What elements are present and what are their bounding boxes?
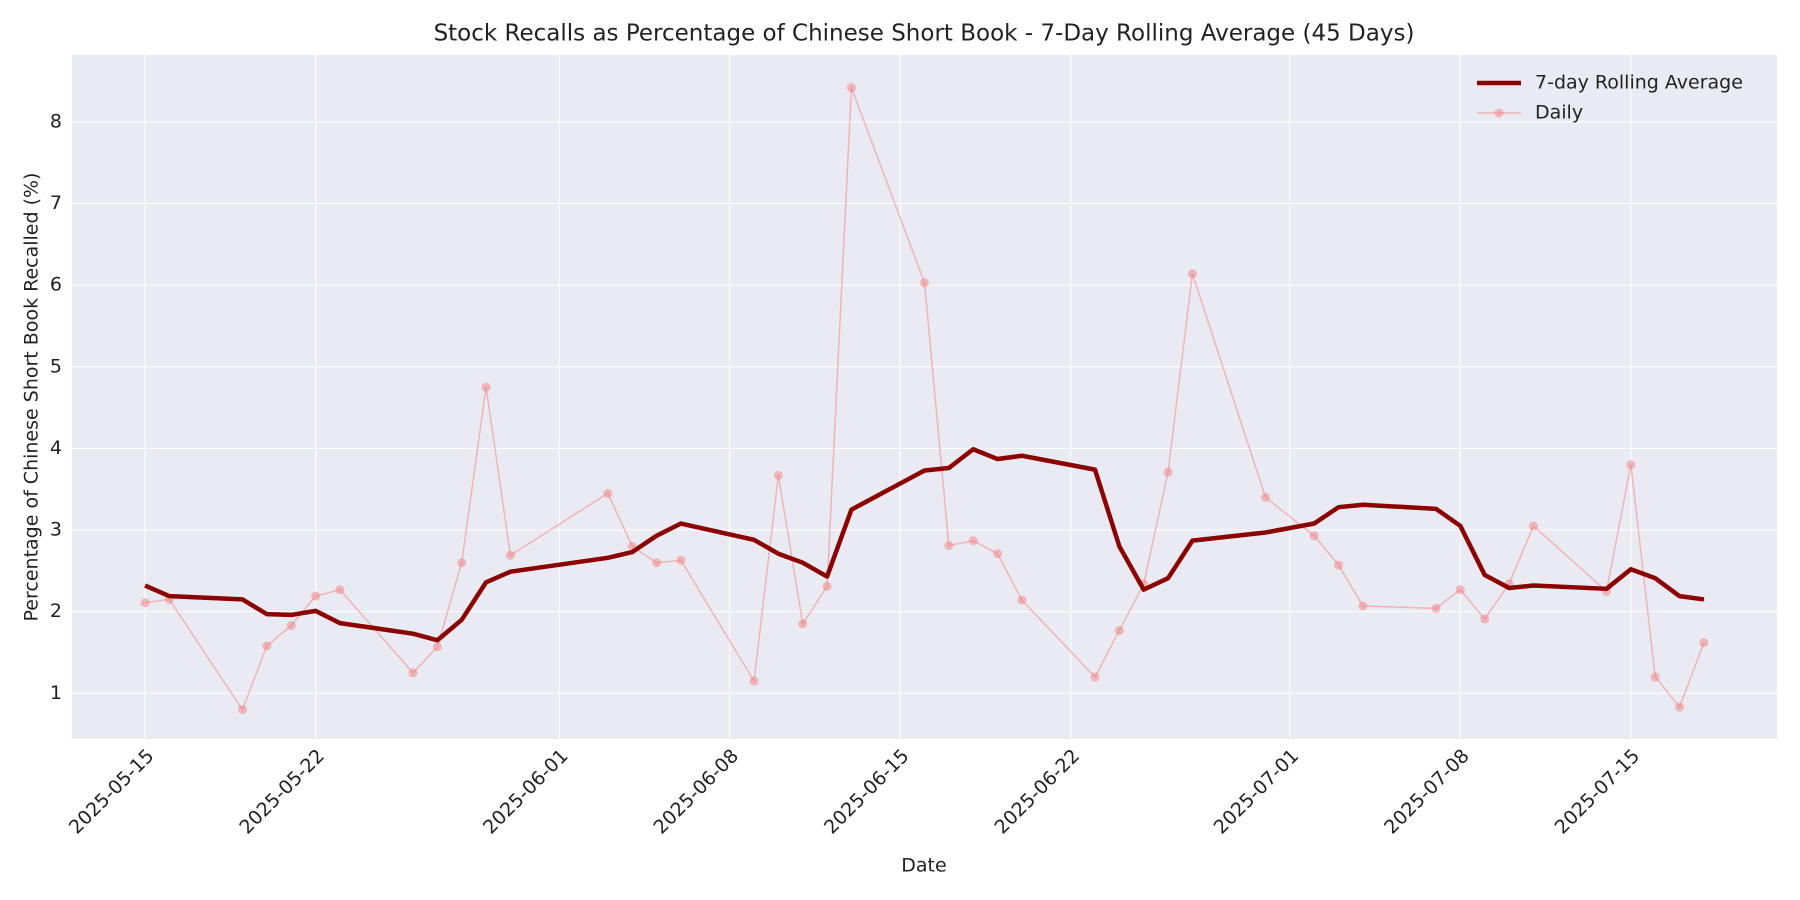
y-tick-label: 7 — [50, 192, 62, 214]
data-point — [993, 549, 1003, 559]
data-point — [286, 621, 296, 631]
data-point — [1431, 603, 1441, 613]
data-point — [1480, 614, 1490, 624]
data-point — [408, 668, 418, 678]
data-point — [1114, 625, 1124, 635]
data-point — [1699, 638, 1709, 648]
data-point — [481, 382, 491, 392]
data-point — [1090, 672, 1100, 682]
data-point — [1017, 595, 1027, 605]
data-point — [1309, 531, 1319, 541]
data-point — [968, 536, 978, 546]
x-axis-label: Date — [901, 855, 946, 877]
data-point — [920, 278, 929, 288]
plot-area — [72, 55, 1777, 739]
y-tick-label: 5 — [50, 355, 62, 377]
y-tick-label: 6 — [50, 274, 62, 296]
legend-label: Daily — [1535, 102, 1583, 124]
data-point — [603, 488, 613, 498]
x-tick-label: 2025-05-22 — [235, 745, 329, 839]
data-point — [749, 676, 759, 686]
data-point — [505, 550, 515, 560]
data-point — [1455, 585, 1465, 595]
y-tick-label: 1 — [50, 682, 62, 704]
data-point — [1528, 521, 1538, 531]
data-point — [773, 470, 783, 480]
data-point — [311, 591, 321, 601]
x-tick-label: 2025-05-15 — [65, 745, 159, 839]
data-point — [798, 619, 808, 629]
data-point — [1626, 460, 1636, 470]
data-point — [1650, 672, 1660, 682]
data-point — [846, 83, 856, 93]
data-point — [1163, 467, 1173, 477]
data-point — [652, 558, 662, 568]
series-line — [144, 446, 1705, 643]
data-point — [262, 641, 272, 651]
x-tick-label: 2025-06-22 — [990, 745, 1084, 839]
legend-label: 7-day Rolling Average — [1535, 72, 1743, 94]
data-point — [676, 555, 686, 565]
data-point — [1261, 492, 1270, 502]
x-tick-label: 2025-07-15 — [1551, 745, 1645, 839]
data-point — [335, 585, 345, 595]
x-tick-label: 2025-06-15 — [820, 745, 914, 839]
data-point — [140, 598, 150, 608]
data-point — [944, 541, 954, 551]
data-point — [457, 558, 467, 568]
data-point — [1358, 601, 1368, 611]
data-point — [1187, 269, 1197, 279]
data-point — [432, 642, 442, 652]
data-point — [1334, 560, 1344, 570]
data-point — [1675, 702, 1685, 712]
y-tick-label: 3 — [50, 519, 62, 541]
y-tick-label: 4 — [50, 437, 62, 459]
data-point — [238, 705, 247, 715]
data-point — [822, 581, 832, 591]
y-axis-label: Percentage of Chinese Short Book Recalle… — [21, 173, 43, 622]
x-tick-label: 2025-07-01 — [1210, 745, 1304, 839]
y-tick-label: 2 — [50, 600, 62, 622]
x-tick-label: 2025-06-01 — [479, 745, 573, 839]
y-tick-label: 8 — [50, 110, 62, 132]
x-tick-label: 2025-07-08 — [1380, 745, 1474, 839]
x-tick-label: 2025-06-08 — [649, 745, 743, 839]
chart-title: Stock Recalls as Percentage of Chinese S… — [434, 21, 1415, 47]
legend-marker — [1494, 108, 1504, 118]
